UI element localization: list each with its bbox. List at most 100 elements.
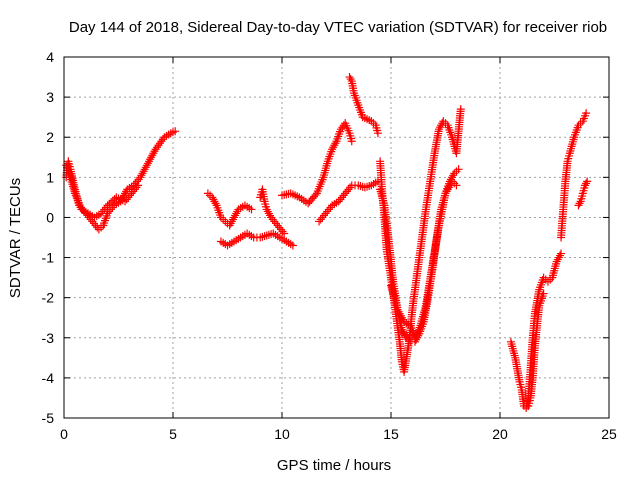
data-point-fill <box>122 187 131 196</box>
data-point <box>441 189 450 198</box>
y-axis-label: SDTVAR / TECUs <box>7 178 24 298</box>
data-point-fill <box>210 197 219 206</box>
data-point-fill <box>158 135 167 144</box>
x-axis-label: GPS time / hours <box>277 457 391 474</box>
data-point-fill <box>141 163 150 172</box>
data-point-fill <box>125 191 134 200</box>
data-point <box>134 181 143 190</box>
data-point-fill <box>414 327 423 336</box>
data-point-fill <box>263 207 272 216</box>
data-point <box>334 197 343 206</box>
data-point-fill <box>147 153 156 162</box>
data-point-fill <box>278 227 287 236</box>
data-point-fill <box>276 225 285 234</box>
data-point <box>321 209 330 218</box>
data-point <box>127 189 136 198</box>
data-point <box>288 241 297 250</box>
series-arc-4c <box>387 177 461 342</box>
series-arc-3a <box>278 119 356 208</box>
data-point-fill <box>401 331 410 340</box>
data-point-fill <box>124 193 133 202</box>
y-tick-label: -4 <box>42 370 55 386</box>
data-point <box>393 305 402 314</box>
data-point-fill <box>318 213 327 222</box>
data-point-fill <box>397 313 406 322</box>
series-arc-2b <box>216 229 297 250</box>
data-point-fill <box>346 183 355 192</box>
x-tick-label: 20 <box>492 426 508 442</box>
data-point <box>434 125 443 134</box>
data-point-fill <box>232 209 241 218</box>
points-layer <box>62 73 592 412</box>
data-point-fill <box>398 315 407 324</box>
data-point-fill <box>129 187 138 196</box>
series-arc-3b <box>315 177 382 226</box>
data-point-fill <box>555 251 564 260</box>
data-point-fill <box>150 147 159 156</box>
data-point-fill <box>137 171 146 180</box>
data-point-fill <box>155 139 164 148</box>
data-point-fill <box>412 331 421 340</box>
data-point-fill <box>148 151 157 160</box>
data-point-fill <box>233 207 242 216</box>
data-point <box>171 127 180 136</box>
data-point-fill <box>346 75 355 84</box>
x-tick-label: 10 <box>274 426 290 442</box>
data-point-fill <box>145 157 154 166</box>
data-point-fill <box>442 187 451 196</box>
data-point <box>121 197 130 206</box>
data-point-fill <box>228 215 237 224</box>
data-point <box>581 181 590 190</box>
y-tick-label: -3 <box>42 330 55 346</box>
data-point-fill <box>398 327 407 336</box>
data-point-fill <box>149 149 158 158</box>
data-point-fill <box>330 141 339 150</box>
series-arc-3c <box>345 73 382 138</box>
data-point-fill <box>91 221 100 230</box>
data-point-fill <box>319 211 328 220</box>
y-tick-label: -5 <box>42 410 55 426</box>
data-point-fill <box>394 307 403 316</box>
data-point <box>336 125 345 134</box>
data-point-fill <box>132 183 141 192</box>
data-point <box>456 105 465 114</box>
data-point <box>142 161 151 170</box>
data-point <box>280 229 289 238</box>
data-point <box>247 205 256 214</box>
series-arc-1b <box>62 161 143 222</box>
data-point-fill <box>582 179 591 188</box>
data-point-fill <box>227 217 236 226</box>
data-point-fill <box>443 185 452 194</box>
data-point-fill <box>122 195 131 204</box>
data-point <box>582 109 591 118</box>
x-tick-label: 25 <box>601 426 617 442</box>
series-arc-2a <box>203 189 256 230</box>
series-arc-4a <box>376 105 465 376</box>
series-arc-2c <box>256 185 289 238</box>
data-point <box>341 189 350 198</box>
plot-frame <box>63 56 610 419</box>
data-point-fill <box>275 223 284 232</box>
data-point <box>273 221 282 230</box>
data-point-fill <box>444 183 453 192</box>
series-arc-5c <box>557 109 591 242</box>
data-point-fill <box>337 193 346 202</box>
data-point-fill <box>153 143 162 152</box>
data-point-fill <box>575 199 584 208</box>
data-point-fill <box>396 311 405 320</box>
data-point-fill <box>400 329 409 338</box>
data-point <box>345 73 354 82</box>
data-point <box>454 165 463 174</box>
data-point-fill <box>342 187 351 196</box>
y-tick-label: 0 <box>46 209 54 225</box>
data-point <box>410 333 419 342</box>
y-tick-label: 3 <box>46 89 54 105</box>
data-point-fill <box>344 185 353 194</box>
y-tick-label: -1 <box>42 250 55 266</box>
chart-title: Day 144 of 2018, Sidereal Day-to-day VTE… <box>69 19 607 36</box>
data-point-fill <box>272 219 281 228</box>
data-point-fill <box>331 139 340 148</box>
